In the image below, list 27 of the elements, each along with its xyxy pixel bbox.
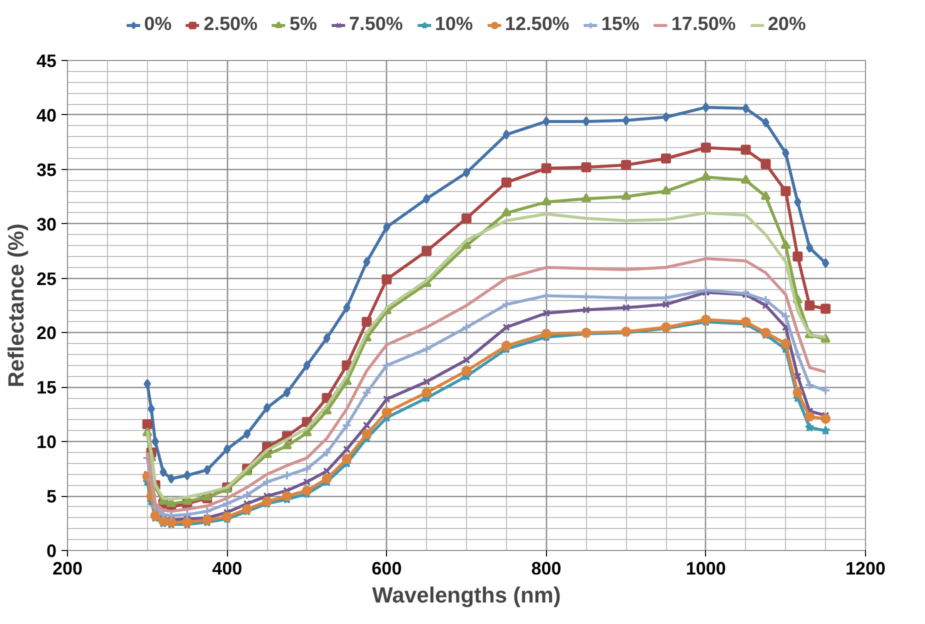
y-tick-label: 25 <box>36 268 57 289</box>
y-axis-title: Reflectance (%) <box>3 224 28 388</box>
legend-label: 20% <box>768 14 806 36</box>
y-tick-label: 35 <box>36 160 57 180</box>
legend-label: 5% <box>290 14 317 36</box>
y-tick-label: 10 <box>36 432 57 452</box>
legend-label: 10% <box>434 14 473 36</box>
x-tick-label: 1000 <box>686 558 726 578</box>
legend-label: 15% <box>601 14 640 36</box>
legend-label: 12.50% <box>504 14 570 36</box>
x-tick-label: 800 <box>531 558 562 578</box>
legend-label: 0% <box>144 14 172 36</box>
legend-label: 7.50% <box>348 14 403 36</box>
y-tick-label: 15 <box>36 378 57 398</box>
x-tick-label: 1200 <box>845 558 886 578</box>
legend-label: 2.50% <box>204 14 258 36</box>
y-tick-label: 45 <box>36 51 57 71</box>
legend-label: 17.50% <box>671 14 736 36</box>
y-tick-label: 30 <box>36 214 57 234</box>
x-tick-label: 600 <box>372 558 402 578</box>
x-tick-label: 200 <box>52 558 83 578</box>
y-tick-label: 5 <box>46 486 57 507</box>
x-axis-title: Wavelengths (nm) <box>372 582 561 608</box>
y-tick-label: 20 <box>36 323 57 344</box>
x-tick-label: 400 <box>212 558 242 578</box>
y-tick-label: 40 <box>36 105 57 126</box>
y-tick-label: 0 <box>46 541 57 561</box>
